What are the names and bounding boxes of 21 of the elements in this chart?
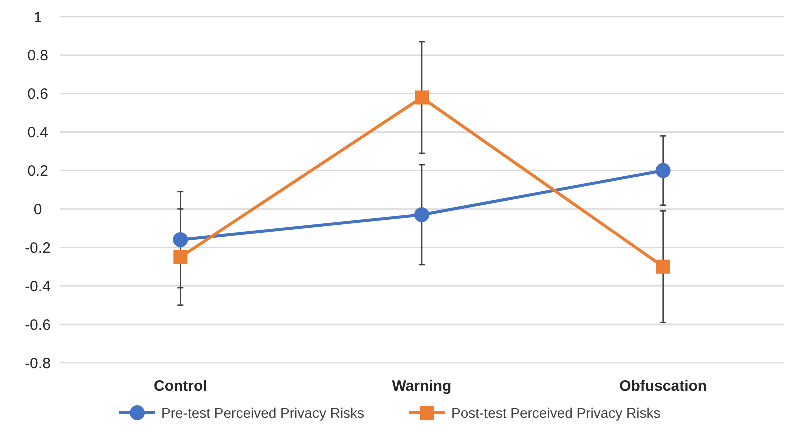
y-tick-label: -0.2 [25, 240, 51, 257]
y-tick-label: 0 [34, 201, 42, 218]
point [656, 260, 670, 274]
x-tick-label: Control [154, 378, 208, 395]
y-tick-label: -0.4 [25, 278, 51, 296]
x-tick-label: Obfuscation [620, 378, 708, 395]
y-tick-label: 1 [34, 9, 42, 26]
point [414, 207, 430, 222]
x-tick-label: Warning [392, 378, 452, 395]
y-tick-label: 0.2 [28, 163, 48, 180]
legend-label: Post-test Perceived Privacy Risks [452, 404, 661, 421]
legend-label: Pre-test Perceived Privacy Risks [162, 404, 365, 421]
point [173, 232, 188, 248]
point [656, 163, 671, 178]
point [415, 90, 429, 105]
y-tick-label: 0.8 [28, 48, 48, 65]
y-tick-label: -0.8 [25, 355, 51, 372]
y-tick-label: -0.6 [25, 316, 51, 334]
point [174, 250, 188, 264]
y-tick-label: 0.4 [28, 124, 48, 142]
y-tick-label: 0.6 [28, 86, 48, 104]
